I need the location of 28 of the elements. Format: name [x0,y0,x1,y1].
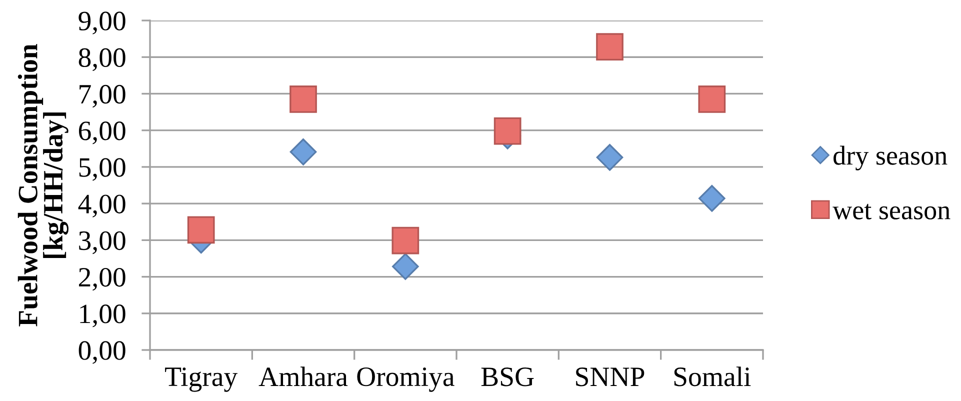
point [698,86,726,113]
x-tick-label: SNNP [576,368,644,386]
y-tick-label: 3,00 [79,231,126,254]
y-tick-label: 2,00 [78,268,126,291]
y-tick-label: 0,00 [78,341,126,364]
point [392,253,419,280]
x-tick-label: Oromiya [357,367,454,392]
y-tick-label: 9,00 [78,12,126,34]
x-tick-label: Somali [674,366,751,386]
y-tick-label: 8,00 [78,48,126,72]
point [187,216,215,244]
legend-label: dry season [834,146,948,170]
x-tick-label: Tigray [165,367,238,392]
y-tick-label: 6,00 [78,122,126,144]
point [392,226,420,254]
point [290,138,317,166]
legend-label: wet season [832,204,950,220]
point [596,33,624,61]
y-tick-label: 4,00 [78,194,126,218]
x-tick-label: Amhara [258,366,348,386]
y-tick-label: 5,00 [79,158,126,181]
point [596,144,624,171]
point [290,86,317,113]
y-tick-label: 1,00 [80,304,126,328]
y-tick-label: 7,00 [80,84,126,108]
y-axis-title: Fuelwood Consumption [kg/HH/day] [18,44,68,326]
point [698,185,726,212]
x-tick-label: BSG [481,368,534,386]
